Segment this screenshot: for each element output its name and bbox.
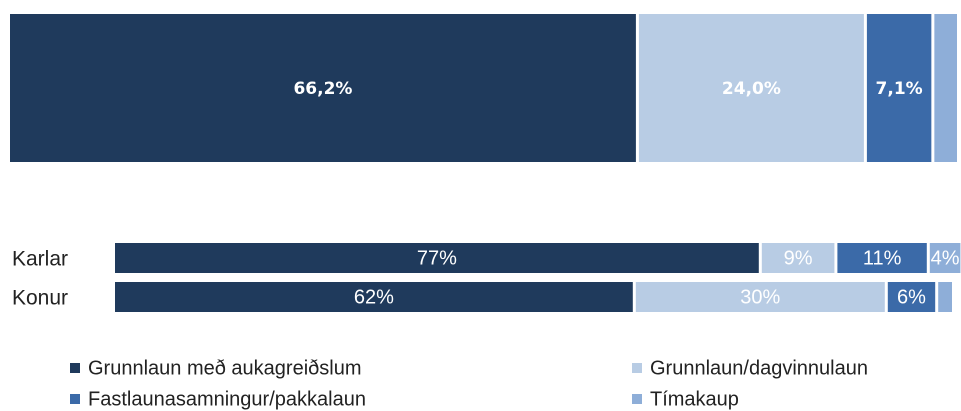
bar-segment: [837, 243, 927, 273]
data-label: 24,0%: [722, 79, 781, 99]
legend-swatch: [632, 363, 642, 373]
bar-segment: [115, 243, 759, 273]
bar-segment: [115, 282, 633, 312]
legend-label: Grunnlaun/dagvinnulaun: [650, 357, 868, 379]
category-label: Karlar: [12, 248, 68, 271]
legend-label: Tímakaup: [650, 388, 739, 410]
data-label: 66,2%: [293, 79, 352, 99]
data-label: 4%: [931, 247, 960, 269]
legend-swatch: [70, 363, 80, 373]
category-label: Konur: [12, 287, 68, 310]
legend-swatch: [632, 394, 642, 404]
data-label: 6%: [897, 286, 926, 308]
legend-swatch: [70, 394, 80, 404]
legend-label: Fastlaunasamningur/pakkalaun: [88, 388, 366, 410]
bar-segment: [638, 14, 864, 162]
data-label: 9%: [784, 247, 813, 269]
legend-label: Grunnlaun með aukagreiðslum: [88, 357, 362, 379]
bar-segment: [635, 282, 885, 312]
bar-segment: [866, 14, 932, 162]
bar-segment: [761, 243, 835, 273]
data-label: 62%: [354, 286, 394, 308]
data-label: 11%: [863, 247, 902, 269]
bar-segment: [929, 243, 961, 273]
data-label: 30%: [740, 286, 780, 308]
bar-segment: [10, 14, 636, 162]
bar-segment: [934, 14, 957, 162]
data-label: 77%: [417, 247, 457, 269]
bar-segment: [938, 282, 952, 312]
bar-segment: [887, 282, 936, 312]
data-label: 7,1%: [876, 79, 923, 99]
